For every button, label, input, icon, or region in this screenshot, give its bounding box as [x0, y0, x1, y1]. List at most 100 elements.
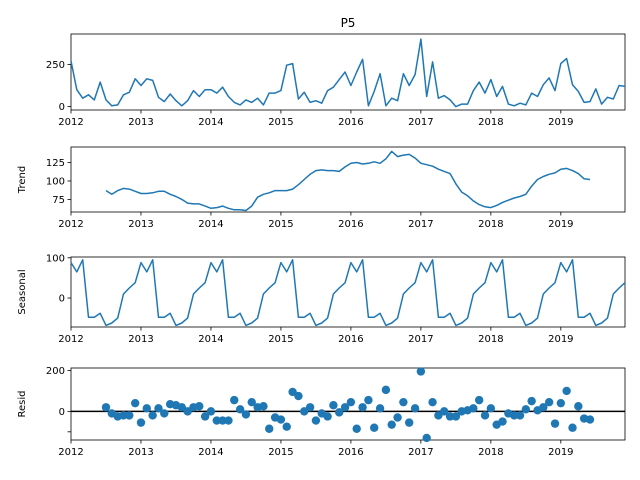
resid-data-point	[247, 397, 256, 407]
observed-series-line	[70, 38, 626, 108]
y-tick-label: 125	[46, 158, 65, 169]
x-tick-label: 2013	[128, 447, 153, 458]
resid-data-point	[294, 391, 303, 401]
resid-data-point	[434, 411, 443, 420]
resid-data-point	[218, 416, 227, 425]
y-tick-label: 0	[59, 294, 65, 305]
x-tick-label: 2017	[408, 219, 433, 230]
resid-data-point	[130, 398, 140, 408]
resid-data-point	[399, 397, 408, 407]
axes-frame	[70, 367, 626, 441]
y-tick-label: 200	[46, 366, 65, 377]
resid-data-point	[183, 407, 192, 416]
y-tick-label: 250	[46, 60, 65, 71]
resid-data-point	[393, 413, 402, 422]
x-tick-label: 2015	[268, 447, 293, 458]
resid-data-point	[358, 403, 367, 412]
resid-data-point	[416, 367, 426, 376]
resid-data-point	[101, 403, 111, 412]
x-tick-label: 2014	[198, 117, 223, 128]
resid-data-point	[544, 397, 554, 407]
resid-data-point	[259, 402, 268, 411]
x-tick-label: 2019	[548, 334, 573, 345]
observed-panel: P5 0 250 2012 2013 2014 2015 2016 2017 2018 2019	[46, 16, 626, 128]
x-tick-label: 2019	[548, 219, 573, 230]
chart-title: P5	[341, 16, 356, 30]
resid-data-point	[527, 396, 536, 406]
x-tick-label: 2015	[268, 334, 293, 345]
resid-data-point	[335, 408, 344, 417]
resid-data-point	[585, 415, 595, 424]
resid-data-point	[375, 404, 385, 413]
resid-data-point	[148, 411, 157, 420]
y-tick-label: 75	[52, 195, 65, 206]
x-tick-label: 2017	[408, 447, 433, 458]
resid-data-point	[404, 418, 414, 427]
resid-data-point	[125, 411, 134, 420]
x-tick-label: 2014	[198, 219, 223, 230]
resid-data-point	[539, 403, 548, 412]
y-tick-label: 0	[59, 102, 65, 113]
resid-data-point	[206, 407, 216, 416]
x-tick-label: 2013	[128, 117, 153, 128]
x-tick-label: 2015	[268, 117, 293, 128]
resid-data-point	[288, 387, 297, 397]
x-tick-label: 2016	[338, 117, 363, 128]
trend-series-line	[105, 150, 591, 212]
x-tick-label: 2012	[58, 219, 83, 230]
resid-data-point	[445, 412, 455, 421]
x-tick-label: 2018	[478, 334, 503, 345]
resid-data-point	[160, 409, 169, 418]
resid-data-point	[154, 404, 163, 413]
y-axis-label: Resid	[17, 391, 28, 418]
resid-data-point	[235, 405, 245, 414]
resid-data-point	[562, 386, 571, 396]
x-tick-label: 2012	[58, 334, 83, 345]
resid-data-point	[300, 407, 309, 416]
resid-data-point	[195, 402, 204, 411]
x-tick-label: 2014	[198, 447, 223, 458]
resid-data-point	[410, 404, 420, 413]
y-axis-label: Trend	[17, 166, 28, 194]
resid-data-point	[224, 416, 233, 425]
seasonal-series-line	[70, 259, 626, 327]
resid-data-point	[212, 416, 221, 425]
resid-data-point	[568, 423, 577, 432]
resid-data-point	[241, 410, 251, 419]
resid-data-point	[142, 404, 151, 413]
resid-data-point	[370, 423, 379, 432]
x-tick-label: 2016	[338, 219, 363, 230]
resid-data-point	[521, 405, 531, 414]
y-tick-label: 0	[59, 407, 65, 418]
resid-data-point	[276, 415, 286, 424]
x-tick-label: 2019	[548, 447, 573, 458]
x-tick-label: 2013	[128, 219, 153, 230]
x-tick-label: 2016	[338, 447, 363, 458]
resid-data-point	[428, 397, 437, 407]
resid-data-point	[200, 412, 210, 421]
resid-panel: Resid 0 200 2012 2013 2014 2015 2016 2017 2018 201…	[17, 366, 626, 458]
x-tick-label: 2018	[478, 219, 503, 230]
resid-data-point	[574, 402, 583, 411]
x-tick-label: 2014	[198, 334, 223, 345]
trend-panel: Trend 75 100 125 2012 2013 2014 2015 2016 2017 201…	[17, 146, 626, 230]
resid-data-point	[364, 395, 373, 405]
resid-data-point	[509, 411, 519, 420]
resid-data-point	[265, 424, 274, 433]
x-tick-label: 2012	[58, 447, 83, 458]
resid-data-point	[498, 417, 507, 426]
x-tick-label: 2016	[338, 334, 363, 345]
resid-data-point	[329, 401, 338, 410]
resid-data-point	[230, 395, 239, 405]
resid-data-point	[305, 403, 315, 412]
resid-data-point	[439, 407, 449, 416]
y-tick-label: 100	[46, 176, 65, 187]
resid-data-point	[556, 398, 566, 408]
resid-data-point	[282, 422, 291, 431]
x-tick-label: 2019	[548, 117, 573, 128]
resid-data-point	[515, 411, 525, 420]
x-tick-label: 2018	[478, 447, 503, 458]
resid-data-point	[474, 395, 484, 405]
seasonal-panel: Seasonal 0 100 2012 2013 2014 2015 2016 2017 2018…	[17, 253, 626, 345]
